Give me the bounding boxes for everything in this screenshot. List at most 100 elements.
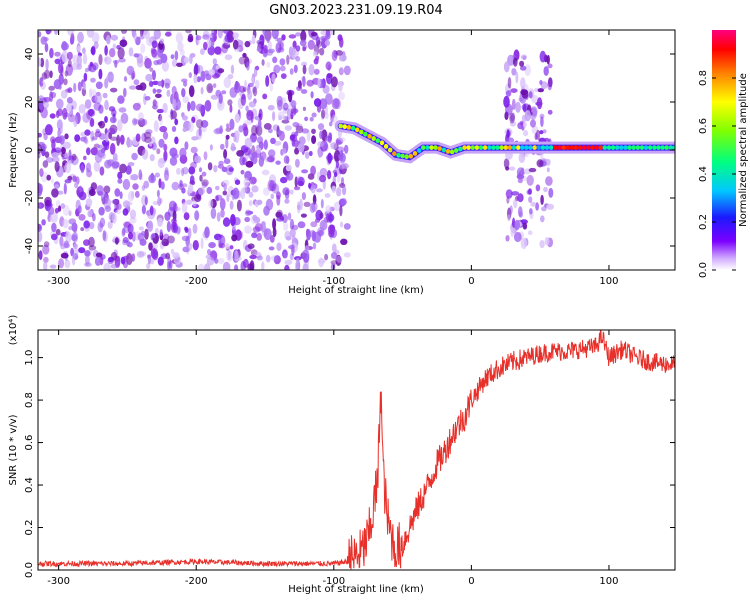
spectrogram-noise-blob: [200, 70, 206, 83]
spectrogram-noise-blob: [176, 167, 181, 175]
spectrogram-noise-blob: [41, 219, 46, 226]
spectrogram-track-cell: [516, 145, 521, 151]
spectrogram-noise-blob: [217, 30, 223, 39]
spectrogram-noise-blob: [68, 210, 72, 217]
spectrogram-noise-blob: [218, 242, 226, 249]
spectrogram-noise-blob: [215, 127, 224, 134]
spectrogram-noise-blob: [144, 96, 151, 101]
spectrogram-noise-blob: [317, 141, 324, 148]
spectrogram-noise-blob: [49, 70, 53, 79]
spectrogram-track-cell: [375, 138, 380, 144]
spectrogram-noise-blob: [282, 104, 290, 108]
spectrogram-noise-blob: [94, 130, 102, 138]
spectrogram-noise-blob: [51, 138, 56, 151]
spectrogram-noise-blob: [115, 209, 122, 214]
spectrogram-noise-blob: [182, 96, 190, 103]
spectrogram-noise-blob: [59, 135, 65, 145]
spectrogram-noise-blob: [202, 34, 210, 40]
spectrogram-noise-blob: [546, 203, 555, 210]
spectrogram-noise-blob: [181, 235, 190, 242]
spectrogram-noise-blob: [60, 203, 66, 209]
spectrogram-noise-blob: [89, 222, 95, 230]
spectrogram-track-cell: [491, 145, 496, 151]
spectrogram-noise-blob: [93, 41, 99, 49]
spectrogram-noise-blob: [240, 187, 246, 200]
spectrogram-noise-blob: [67, 87, 73, 93]
spectrogram-noise-blob: [135, 133, 141, 142]
spectrogram-noise-blob: [108, 211, 116, 222]
y-tick-label: 40: [24, 48, 35, 61]
spectrogram-noise-blob: [207, 162, 213, 171]
spectrogram-noise-blob: [230, 142, 236, 152]
spectrogram-noise-blob: [223, 182, 227, 192]
spectrogram-noise-blob: [61, 50, 69, 63]
spectrogram-noise-blob: [51, 188, 59, 198]
spectrogram-track-cell: [466, 145, 471, 151]
spectrogram-noise-blob: [151, 233, 156, 239]
spectrogram-noise-blob: [292, 121, 300, 128]
spectrogram-noise-blob: [285, 164, 292, 172]
spectrogram-noise-blob: [289, 218, 295, 231]
spectrogram-noise-blob: [330, 113, 334, 123]
spectrogram-noise-blob: [38, 95, 44, 100]
spectrogram-noise-blob: [189, 175, 195, 185]
spectrogram-noise-blob: [302, 64, 307, 75]
spectrogram-noise-blob: [66, 103, 72, 112]
spectrogram-noise-blob: [204, 226, 210, 239]
spectrogram-noise-blob: [39, 168, 44, 177]
spectrogram-track-cell: [577, 145, 583, 151]
spectrogram-noise-blob: [167, 235, 175, 244]
spectrogram-noise-blob: [68, 160, 72, 166]
spectrogram-noise-blob: [133, 119, 141, 125]
spectrogram-noise-blob: [203, 41, 208, 51]
spectrogram-noise-blob: [236, 199, 242, 212]
spectrogram-noise-blob: [86, 147, 91, 156]
spectrogram-noise-blob: [188, 85, 195, 98]
spectrogram-noise-blob: [272, 111, 276, 122]
spectrogram-noise-blob: [159, 114, 163, 126]
spectrogram-noise-blob: [319, 47, 325, 56]
spectrogram-noise-blob: [295, 56, 301, 62]
spectrogram-noise-blob: [519, 120, 524, 126]
spectrogram-noise-blob: [58, 73, 64, 86]
spectrogram-noise-blob: [528, 91, 533, 99]
spectrogram-track-cell: [582, 145, 587, 151]
spectrogram-noise-blob: [189, 53, 193, 65]
spectrogram-noise-blob: [93, 102, 102, 111]
y-tick-label: 0.2: [24, 520, 35, 536]
spectrogram-noise-blob: [72, 243, 78, 250]
spectrogram-noise-blob: [251, 185, 259, 193]
spectrogram-track-cell: [565, 145, 570, 151]
spectrogram-noise-blob: [169, 260, 173, 270]
spectrogram-noise-blob: [83, 220, 90, 229]
spectrogram-noise-blob: [327, 132, 332, 144]
spectrogram-noise-blob: [236, 150, 245, 157]
snr-x-ticks: -300 -200 -100 0 100: [47, 330, 619, 587]
spectrogram-noise-blob: [119, 163, 127, 174]
spectrogram-noise-blob: [64, 259, 71, 269]
spectrogram-noise-blob: [106, 74, 114, 80]
spectrogram-track-cell: [350, 125, 356, 131]
spectrogram-noise-blob: [528, 88, 535, 99]
spectrogram-noise-blob: [104, 56, 112, 65]
spectrogram-noise-blob: [74, 182, 79, 189]
spectrogram-noise-blob: [109, 116, 117, 124]
spectrogram-noise-blob: [38, 223, 43, 232]
spectrogram-noise-blob: [154, 227, 159, 234]
spectrogram-noise-blob: [295, 125, 304, 134]
spectrogram-noise-blob: [48, 201, 52, 207]
spectrogram-noise-blob: [110, 34, 119, 41]
spectrogram-noise-blob: [258, 155, 264, 167]
spectrogram-noise-blob: [168, 200, 177, 212]
spectrogram-noise-blob: [263, 139, 268, 150]
spectrogram-noise-blob: [317, 123, 325, 131]
spectrogram-y-label: Frequency (Hz): [8, 112, 19, 188]
spectrogram-noise-blob: [220, 209, 225, 218]
spectrogram-noise-blob: [288, 34, 297, 39]
spectrogram-noise-blob: [312, 51, 318, 57]
spectrogram-noise-blob: [43, 96, 51, 103]
spectrogram-noise-blob: [548, 187, 554, 198]
spectrogram-noise-blob: [97, 149, 105, 158]
spectrogram-noise-blob: [38, 203, 42, 208]
spectrogram-noise-blob: [294, 147, 300, 155]
